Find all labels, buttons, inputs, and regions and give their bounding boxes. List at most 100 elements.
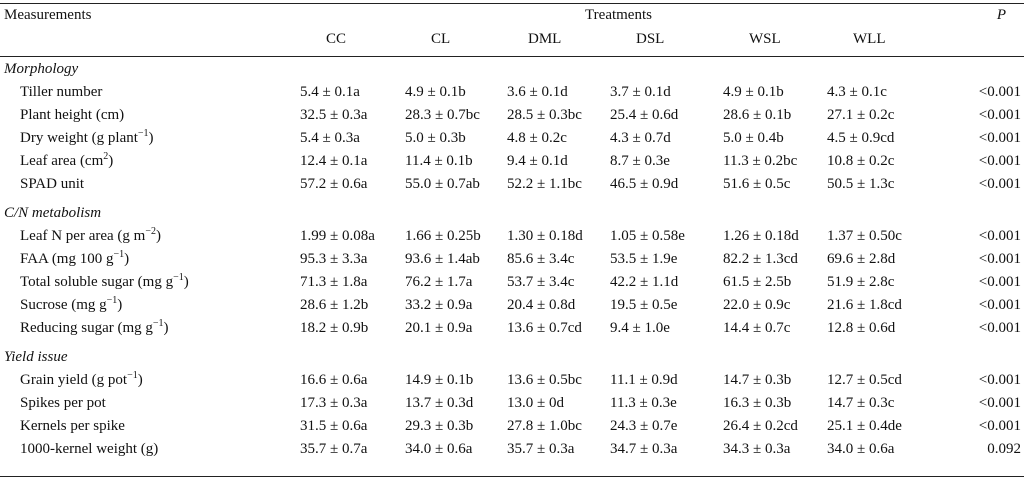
column-header-wll: WLL [853, 30, 886, 47]
table-cell-value: 14.4 ± 0.7c [723, 320, 791, 336]
table-cell-value: 53.7 ± 3.4c [507, 274, 575, 290]
p-value-cell: <0.001 [978, 418, 1022, 434]
table-row: Grain yield (g pot−1) 16.6 ± 0.6a 14.9 ± 0… [0, 369, 1024, 392]
table-cell-value: 8.7 ± 0.3e [610, 153, 670, 169]
table-cell-value: 10.8 ± 0.2c [827, 153, 895, 169]
table-cell-value: 61.5 ± 2.5b [723, 274, 792, 290]
treatments-header: Treatments [585, 7, 652, 23]
table-cell-value: 22.0 ± 0.9c [723, 297, 791, 313]
table-top-rule [0, 3, 1024, 4]
table-cell-value: 14.9 ± 0.1b [405, 372, 474, 388]
table-cell-value: 24.3 ± 0.7e [610, 418, 678, 434]
table-cell-value: 85.6 ± 3.4c [507, 251, 575, 267]
table-header-rule [0, 56, 1024, 57]
table-cell-value: 16.6 ± 0.6a [300, 372, 368, 388]
row-label-text: Total soluble sugar (mg g [20, 274, 174, 290]
p-value-cell: <0.001 [978, 320, 1022, 336]
table-cell-value: 82.2 ± 1.3cd [723, 251, 798, 267]
column-header-cl: CL [431, 30, 451, 47]
header-row-2: CC CL DML DSL WSL WLL [0, 26, 1024, 52]
row-label-superscript: 2 [103, 151, 109, 162]
row-label-suffix: ) [183, 274, 189, 290]
table-cell-value: 25.1 ± 0.4de [827, 418, 902, 434]
table-cell-value: 31.5 ± 0.6a [300, 418, 368, 434]
table-row: Tiller number 5.4 ± 0.1a 4.9 ± 0.1b 3.6 ± 0… [0, 81, 1024, 104]
row-label-suffix: ) [163, 320, 169, 336]
table-cell-value: 9.4 ± 1.0e [610, 320, 670, 336]
row-label-text: Plant height (cm) [20, 107, 125, 123]
table-cell-value: 1.37 ± 0.50c [827, 228, 902, 244]
row-label-suffix: ) [108, 153, 114, 169]
p-value-cell: <0.001 [978, 130, 1022, 146]
row-label: Leaf N per area (g m−2) [0, 225, 296, 248]
table-row: SPAD unit 57.2 ± 0.6a 55.0 ± 0.7ab 52.2 ± 1… [0, 173, 1024, 196]
table-cell-value: 42.2 ± 1.1d [610, 274, 679, 290]
table-row: Spikes per pot 17.3 ± 0.3a 13.7 ± 0.3d 13.0… [0, 392, 1024, 415]
table-cell-value: 5.0 ± 0.4b [723, 130, 784, 146]
section-title: Morphology [4, 61, 79, 77]
row-label-text: Leaf area (cm [20, 153, 104, 169]
row-label-superscript: −1 [152, 318, 164, 329]
table-cell-value: 4.3 ± 0.7d [610, 130, 671, 146]
table-cell-value: 16.3 ± 0.3b [723, 395, 792, 411]
table-cell-value: 19.5 ± 0.5e [610, 297, 678, 313]
table-cell-value: 5.0 ± 0.3b [405, 130, 466, 146]
table-cell-value: 53.5 ± 1.9e [610, 251, 678, 267]
table-cell-value: 34.0 ± 0.6a [827, 441, 895, 457]
row-label: 1000-kernel weight (g) [0, 438, 296, 461]
table-row: Sucrose (mg g−1) 28.6 ± 1.2b 33.2 ± 0.9a 20… [0, 294, 1024, 317]
table-body: Morphology Tiller number 5.4 ± 0.1a 4.9 ± 0… [0, 52, 1024, 461]
p-value-cell: <0.001 [978, 153, 1022, 169]
table-cell-value: 50.5 ± 1.3c [827, 176, 895, 192]
table-row: Dry weight (g plant−1) 5.4 ± 0.3a 5.0 ± 0.… [0, 127, 1024, 150]
table-cell-value: 12.8 ± 0.6d [827, 320, 896, 336]
table-cell-value: 5.4 ± 0.1a [300, 84, 360, 100]
row-label-superscript: −1 [106, 295, 118, 306]
p-value-cell: <0.001 [978, 228, 1022, 244]
section-row: C/N metabolism [0, 196, 1024, 225]
row-label-text: SPAD unit [20, 176, 85, 192]
table-cell-value: 93.6 ± 1.4ab [405, 251, 480, 267]
table-cell-value: 5.4 ± 0.3a [300, 130, 360, 146]
column-header-dsl: DSL [636, 30, 665, 47]
row-label-text: Dry weight (g plant [20, 130, 138, 146]
table-cell-value: 1.30 ± 0.18d [507, 228, 583, 244]
table-row: Kernels per spike 31.5 ± 0.6a 29.3 ± 0.3b 2… [0, 415, 1024, 438]
table-cell-value: 4.9 ± 0.1b [405, 84, 466, 100]
table-cell-value: 1.05 ± 0.58e [610, 228, 685, 244]
table-cell-value: 33.2 ± 0.9a [405, 297, 473, 313]
table-cell-value: 76.2 ± 1.7a [405, 274, 473, 290]
table-cell-value: 25.4 ± 0.6d [610, 107, 679, 123]
table-cell-value: 1.66 ± 0.25b [405, 228, 481, 244]
table-cell-value: 12.4 ± 0.1a [300, 153, 368, 169]
table-cell-value: 18.2 ± 0.9b [300, 320, 369, 336]
section-title: Yield issue [4, 349, 68, 365]
table-cell-value: 20.1 ± 0.9a [405, 320, 473, 336]
table-cell-value: 4.8 ± 0.2c [507, 130, 567, 146]
table-cell-value: 28.3 ± 0.7bc [405, 107, 480, 123]
row-label-superscript: −2 [145, 226, 156, 237]
table-cell-value: 13.6 ± 0.5bc [507, 372, 582, 388]
p-value-cell: <0.001 [978, 107, 1022, 123]
row-label-text: FAA (mg 100 g [20, 251, 114, 267]
table-cell-value: 28.6 ± 0.1b [723, 107, 792, 123]
row-label-suffix: ) [137, 372, 143, 388]
p-value-cell: <0.001 [978, 84, 1022, 100]
table-cell-value: 26.4 ± 0.2cd [723, 418, 798, 434]
table-bottom-rule [0, 476, 1024, 477]
table-cell-value: 71.3 ± 1.8a [300, 274, 368, 290]
table-cell-value: 32.5 ± 0.3a [300, 107, 368, 123]
row-label: Grain yield (g pot−1) [0, 369, 296, 392]
row-label-text: Leaf N per area (g m [20, 228, 146, 244]
row-label: SPAD unit [0, 173, 296, 196]
measurements-table: Measurements Treatments P CC CL DML DSL … [0, 5, 1024, 461]
section-row: Morphology [0, 52, 1024, 81]
table-row: Total soluble sugar (mg g−1) 71.3 ± 1.8a 7… [0, 271, 1024, 294]
row-label-suffix: ) [124, 251, 130, 267]
table-cell-value: 52.2 ± 1.1bc [507, 176, 582, 192]
column-header-wsl: WSL [749, 30, 781, 47]
column-header-cc: CC [326, 30, 347, 47]
table-cell-value: 13.6 ± 0.7cd [507, 320, 582, 336]
table-cell-value: 3.7 ± 0.1d [610, 84, 671, 100]
section-row: Yield issue [0, 340, 1024, 369]
